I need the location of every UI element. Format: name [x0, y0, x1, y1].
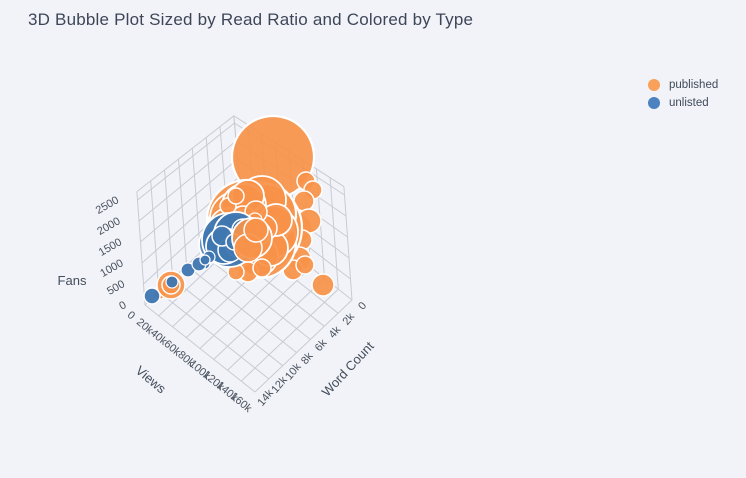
legend: published unlisted [648, 79, 718, 109]
tick-label: 2k [340, 311, 357, 328]
chart-title: 3D Bubble Plot Sized by Read Ratio and C… [28, 10, 474, 29]
tick-label: 500 [105, 278, 127, 298]
bubble-published[interactable] [311, 273, 335, 297]
tick-label: 0 [125, 309, 137, 322]
tick-label: 1000 [98, 257, 125, 280]
bubble-published[interactable] [227, 187, 245, 205]
tick-label: 1500 [97, 236, 124, 259]
y-axis-title: Word Count [319, 338, 377, 399]
unlisted-marker-icon [648, 97, 660, 109]
tick-label: 8k [299, 350, 316, 367]
bubble-unlisted[interactable] [143, 287, 161, 305]
tick-label: 160k [228, 390, 254, 415]
bubble-published[interactable] [295, 255, 315, 275]
bubbles-layer[interactable] [143, 114, 335, 305]
tick-label: 4k [327, 324, 344, 341]
legend-item-published[interactable]: published [648, 79, 718, 91]
legend-label-unlisted: unlisted [669, 97, 709, 109]
bubble-unlisted[interactable] [165, 275, 179, 289]
legend-label-published: published [669, 79, 719, 91]
tick-label: 2000 [95, 215, 122, 238]
tick-label: 0 [356, 300, 369, 312]
bubble-published[interactable] [252, 258, 272, 278]
z-axis-title: Fans [58, 273, 87, 288]
x-axis-title: Views [133, 363, 169, 397]
legend-item-unlisted[interactable]: unlisted [648, 97, 718, 109]
tick-label: 2500 [94, 194, 121, 217]
published-marker-icon [648, 79, 660, 91]
bubble-published[interactable] [243, 217, 269, 243]
bubble-unlisted[interactable] [199, 254, 211, 266]
tick-label: 0 [117, 299, 128, 312]
tick-label: 6k [313, 337, 330, 354]
